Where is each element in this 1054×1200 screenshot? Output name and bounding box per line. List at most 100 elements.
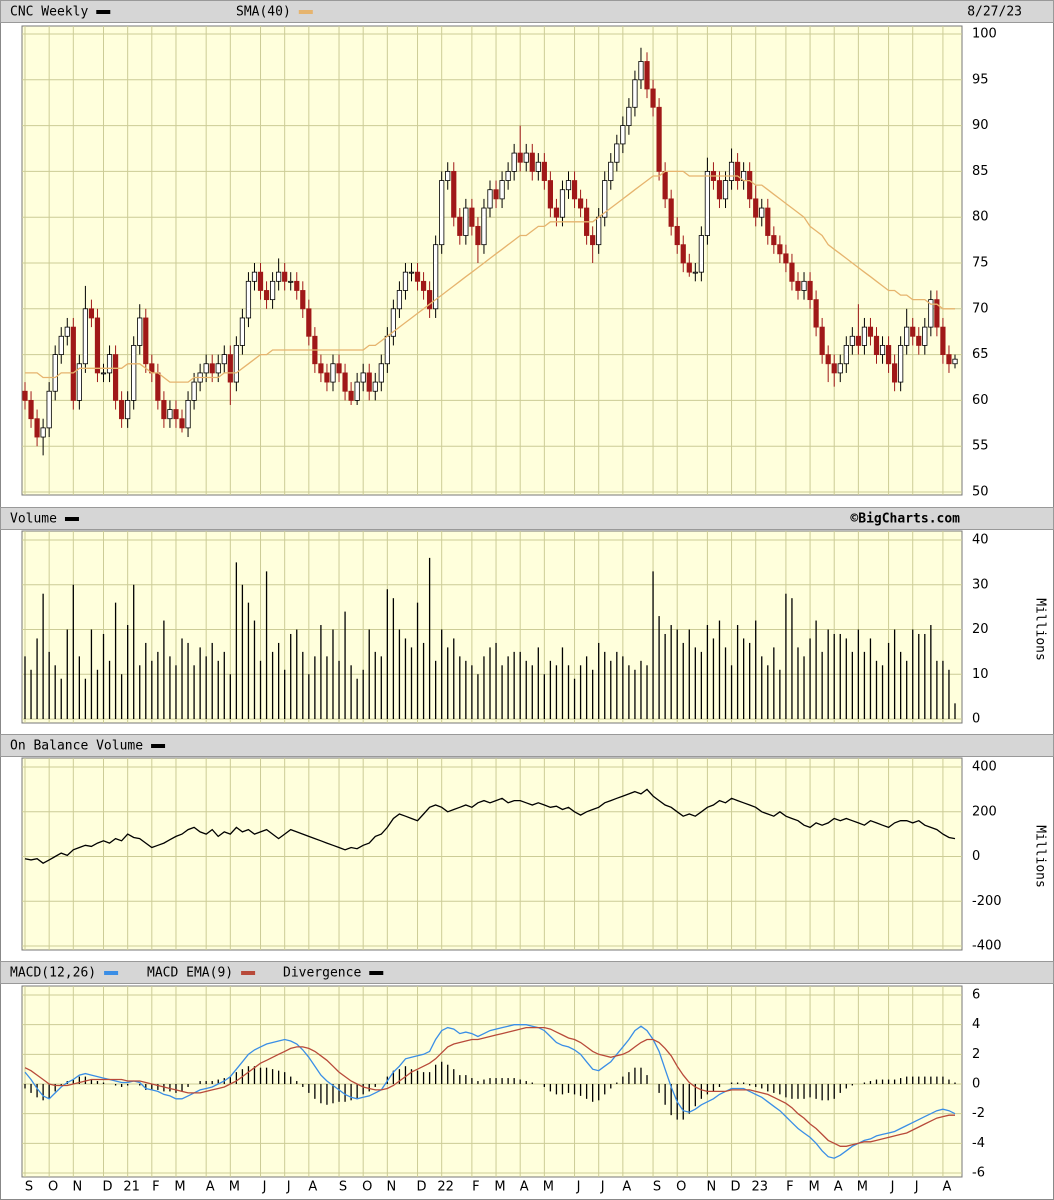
candle-body (608, 161, 614, 181)
y-tick-label: 400 (972, 760, 997, 775)
candle-body (771, 235, 777, 246)
y-tick-label: 10 (972, 667, 989, 682)
candle-body (541, 161, 547, 181)
candle-body (463, 207, 469, 236)
candle-body (40, 427, 46, 438)
candle-body (777, 244, 783, 255)
y-tick-label: 2 (972, 1047, 980, 1062)
candle-body (324, 372, 330, 383)
candle-body (614, 143, 620, 163)
candle-body (282, 271, 288, 282)
legend-label: SMA(40) (236, 5, 291, 20)
candle-body (28, 399, 34, 420)
candle-body (910, 326, 916, 337)
line (24, 1026, 955, 1147)
candle-body (227, 354, 233, 383)
legend-label: Volume (10, 512, 57, 527)
candle-body (885, 345, 892, 365)
candle-body (517, 152, 523, 163)
y-tick-label: -200 (972, 894, 1002, 909)
candle-body (487, 189, 493, 209)
y-tick-label: -6 (972, 1166, 985, 1181)
candle-body (276, 271, 282, 282)
y-tick-label: 20 (972, 622, 989, 637)
candle-body (76, 363, 82, 401)
legend-label: MACD EMA(9) (147, 966, 233, 981)
candle-body (300, 290, 306, 310)
candle-body (813, 299, 819, 328)
candle-body (505, 170, 511, 181)
candle-body (396, 290, 403, 310)
candle-body (753, 198, 759, 218)
candle-body (131, 345, 137, 401)
candle-body (88, 308, 95, 319)
candle-body (547, 180, 553, 209)
candle-body (269, 280, 276, 301)
candle-body (475, 225, 481, 246)
x-tick-label: J (914, 1180, 919, 1195)
candle-body (22, 390, 28, 401)
candle-body (433, 244, 439, 310)
candle-body (330, 363, 336, 383)
candle-body (336, 363, 342, 374)
x-tick-label: N (707, 1180, 717, 1195)
candle-body (251, 271, 258, 282)
x-tick-label: A (622, 1180, 631, 1195)
candle-body (161, 399, 167, 420)
candle-body (644, 61, 650, 90)
y-tick-label: 0 (972, 849, 980, 864)
panel-header (0, 0, 1054, 23)
x-tick-label: S (339, 1180, 347, 1195)
candle-body (632, 79, 638, 108)
candle-body (100, 372, 107, 375)
candle-body (680, 244, 686, 264)
legend-label: MACD(12,26) (10, 966, 96, 981)
candle-body (656, 106, 662, 172)
candle-body (439, 180, 445, 246)
candle-body (215, 363, 221, 374)
x-tick-label: S (653, 1180, 661, 1195)
x-tick-label: D (102, 1180, 112, 1195)
candle-body (348, 390, 354, 401)
plot-area (21, 985, 963, 1178)
y-tick-label: 65 (972, 347, 989, 362)
candle-body (867, 326, 874, 337)
x-tick-label: M (808, 1180, 819, 1195)
candle-body (179, 418, 185, 429)
candle-body (879, 345, 886, 356)
x-tick-label: N (386, 1180, 396, 1195)
candle-body (922, 326, 928, 346)
candle-body (155, 372, 161, 401)
x-tick-label: M (174, 1180, 185, 1195)
y-tick-label: 60 (972, 393, 989, 408)
candle-body (372, 381, 378, 392)
candle-body (185, 399, 191, 429)
candle-body (173, 409, 179, 420)
candle-body (354, 381, 360, 401)
candle-body (106, 354, 113, 374)
candle-body (167, 409, 173, 420)
candle-body (203, 363, 209, 374)
candle-body (294, 280, 300, 291)
y-tick-label: 85 (972, 164, 989, 179)
candle-body (445, 170, 451, 181)
candle-body (390, 308, 396, 337)
x-tick-label: 22 (437, 1180, 454, 1195)
x-tick-label: F (786, 1180, 793, 1195)
x-tick-label: A (834, 1180, 843, 1195)
candle-body (64, 326, 70, 337)
x-tick-label: O (48, 1180, 58, 1195)
candle-body (52, 354, 58, 392)
y-tick-label: 80 (972, 210, 989, 225)
candle-body (511, 152, 517, 172)
candle-body (82, 308, 88, 365)
candle-body (789, 262, 795, 282)
x-tick-label: F (152, 1180, 159, 1195)
x-tick-label: J (576, 1180, 581, 1195)
candle-body (638, 61, 644, 81)
candle-body (855, 335, 861, 346)
line (24, 1024, 956, 1159)
x-tick-label: M (494, 1180, 505, 1195)
candle-body (674, 225, 680, 246)
